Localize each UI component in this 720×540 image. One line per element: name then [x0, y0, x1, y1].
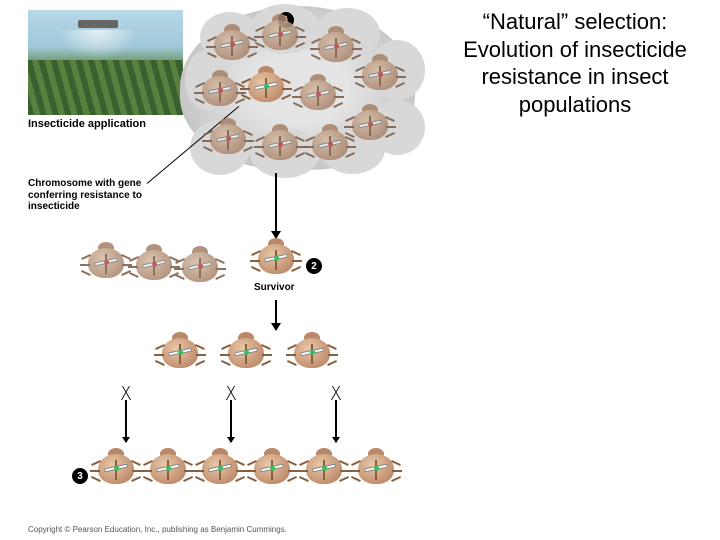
arrow-branch-icon: [125, 400, 127, 442]
beetle-normal: [312, 130, 348, 160]
beetle-normal: [214, 30, 250, 60]
survivor-label: Survivor: [254, 282, 295, 293]
beetle-normal: [262, 130, 298, 160]
crop-rows: [28, 60, 183, 115]
beetle-resistant: [248, 72, 284, 102]
beetle-normal: [210, 124, 246, 154]
arrow-branch-icon: [230, 400, 232, 442]
beetle-resistant: [98, 454, 134, 484]
beetle-resistant: [358, 454, 394, 484]
beetle-normal: [318, 32, 354, 62]
beetle-resistant: [162, 338, 198, 368]
beetle-resistant: [306, 454, 342, 484]
beetle-normal: [352, 110, 388, 140]
photo-caption: Insecticide application: [28, 118, 146, 130]
beetle-resistant: [150, 454, 186, 484]
beetle-normal: [202, 76, 238, 106]
stage-marker-2: 2: [306, 258, 322, 274]
beetle-resistant: [228, 338, 264, 368]
arrow-down-icon: [275, 300, 277, 330]
chromosome-label: Chromosome with gene conferring resistan…: [28, 178, 148, 213]
beetle-normal: [262, 20, 298, 50]
beetle-normal: [300, 80, 336, 110]
copyright-text: Copyright © Pearson Education, Inc., pub…: [28, 525, 287, 534]
insecticide-photo: [28, 10, 183, 115]
airplane-icon: [78, 20, 118, 28]
beetle-normal: [88, 248, 124, 278]
beetle-normal: [182, 252, 218, 282]
beetle-resistant: [202, 454, 238, 484]
spray-icon: [58, 30, 138, 60]
beetle-resistant: [258, 244, 294, 274]
arrow-down-icon: [275, 173, 277, 238]
beetle-resistant: [294, 338, 330, 368]
beetle-normal: [362, 60, 398, 90]
page-title: “Natural” selection: Evolution of insect…: [450, 8, 700, 118]
arrow-branch-icon: [335, 400, 337, 442]
stage-marker-3: 3: [72, 468, 88, 484]
beetle-resistant: [254, 454, 290, 484]
beetle-normal: [136, 250, 172, 280]
